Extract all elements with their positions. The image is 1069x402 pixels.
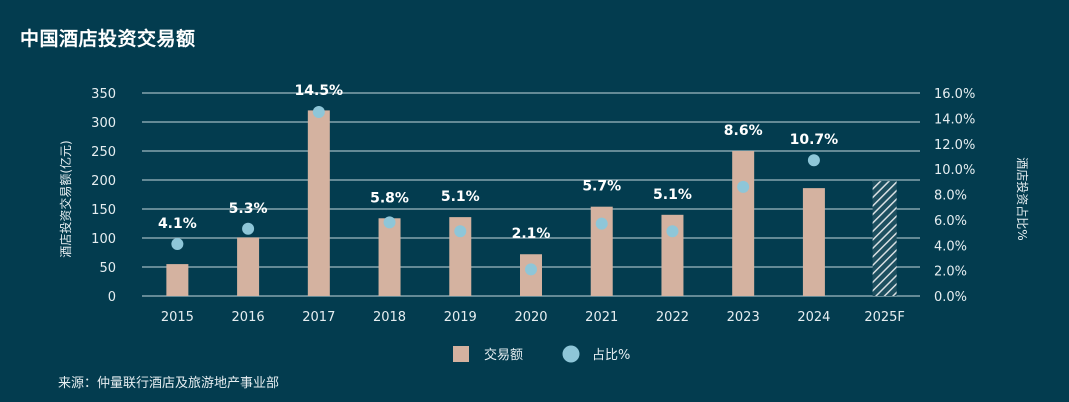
share-label: 5.1%	[441, 189, 480, 205]
share-dot	[312, 106, 325, 119]
left-axis: 0 50 100 150 200 250 300 350	[91, 87, 116, 305]
legend: 交易额 占比%	[453, 345, 630, 363]
chart-title: 中国酒店投资交易额	[20, 28, 196, 50]
share-label: 5.8%	[370, 190, 409, 206]
y2-tick-label: 10.0%	[934, 163, 975, 178]
bar	[307, 110, 330, 297]
bar	[166, 264, 189, 296]
bar	[661, 214, 684, 296]
right-axis: 0.0% 2.0% 4.0% 6.0% 8.0% 10.0% 12.0% 14.0% 16.0%	[934, 87, 975, 305]
y-tick-label: 250	[91, 145, 116, 160]
y-tick-label: 350	[91, 87, 116, 102]
legend-bar-swatch	[453, 346, 469, 362]
share-dot	[171, 237, 184, 250]
x-tick-label: 2020	[514, 310, 547, 325]
data-labels: 4.1% 5.3% 14.5% 5.8% 5.1% 2.1% 5.7% 5.1% 8.6% 10.…	[158, 83, 838, 242]
y-tick-label: 0	[108, 290, 116, 305]
y2-tick-label: 14.0%	[934, 112, 975, 127]
share-label: 8.6%	[724, 123, 763, 139]
x-tick-label: 2022	[656, 310, 689, 325]
bar	[449, 217, 472, 296]
legend-dot-swatch	[562, 345, 580, 363]
bar	[590, 206, 613, 296]
bars	[166, 110, 897, 297]
dots	[171, 106, 820, 276]
y2-tick-label: 2.0%	[934, 265, 967, 280]
legend-bar-label: 交易额	[484, 347, 523, 363]
bar	[802, 188, 825, 296]
y2-tick-label: 6.0%	[934, 214, 967, 229]
share-label: 2.1%	[512, 226, 551, 242]
x-tick-label: 2023	[727, 310, 760, 325]
source-note: 来源：仲量联行酒店及旅游地产事业部	[58, 376, 280, 391]
legend-dot-label: 占比%	[592, 348, 630, 363]
share-dot	[807, 154, 820, 167]
x-axis: 2015 2016 2017 2018 2019 2020 2021 2022 2023 2024…	[161, 310, 905, 325]
bar	[237, 237, 260, 296]
share-label: 5.3%	[229, 201, 268, 217]
share-dot	[666, 225, 679, 238]
share-dot	[595, 217, 608, 230]
x-tick-label: 2018	[373, 310, 406, 325]
bar	[378, 218, 401, 296]
y-axis-title: 酒店投资交易额(亿元)	[58, 140, 73, 257]
y-tick-label: 200	[91, 174, 116, 189]
share-dot	[454, 225, 467, 238]
x-tick-label: 2015	[161, 310, 194, 325]
share-dot	[525, 263, 537, 276]
x-tick-label: 2016	[232, 310, 265, 325]
y2-axis-title: 酒店投资占比%	[1015, 157, 1030, 240]
y2-tick-label: 16.0%	[934, 87, 975, 102]
share-label: 5.1%	[653, 187, 692, 203]
y2-tick-label: 4.0%	[934, 239, 967, 254]
y-tick-label: 50	[99, 261, 116, 276]
share-label: 5.7%	[582, 179, 621, 195]
share-dot	[737, 180, 750, 193]
y-tick-label: 100	[91, 232, 116, 247]
bar	[732, 151, 755, 296]
share-dot	[242, 222, 255, 235]
x-tick-label: 2024	[797, 310, 830, 325]
x-tick-label: 2019	[444, 310, 477, 325]
share-label: 4.1%	[158, 216, 197, 232]
y-tick-label: 150	[91, 203, 116, 218]
y-tick-label: 300	[91, 116, 116, 131]
share-label: 10.7%	[790, 132, 839, 148]
x-tick-label: 2021	[585, 310, 618, 325]
y2-tick-label: 0.0%	[934, 290, 967, 305]
x-tick-label: 2025F	[864, 310, 905, 325]
bar-forecast	[872, 181, 897, 296]
share-dot	[383, 216, 396, 229]
x-tick-label: 2017	[302, 310, 335, 325]
y2-tick-label: 12.0%	[934, 138, 975, 153]
share-label: 14.5%	[295, 83, 344, 99]
y2-tick-label: 8.0%	[934, 189, 967, 204]
